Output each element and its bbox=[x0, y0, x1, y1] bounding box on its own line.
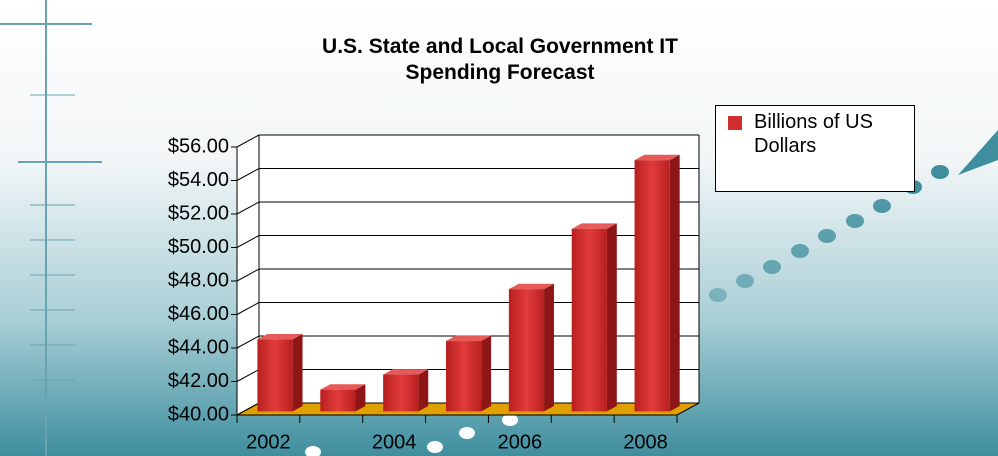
legend-label: Billions of US Dollars bbox=[754, 111, 873, 157]
bar-side bbox=[544, 283, 554, 412]
decoration-dots-light bbox=[305, 414, 518, 456]
chart-title: U.S. State and Local Government IT Spend… bbox=[322, 35, 678, 84]
x-tick-label: 2006 bbox=[498, 431, 543, 453]
y-tick-label: $42.00 bbox=[168, 370, 229, 392]
bar-side bbox=[418, 369, 429, 412]
legend: Billions of US Dollars bbox=[715, 105, 915, 192]
bar-top bbox=[571, 223, 617, 229]
y-tick-label: $56.00 bbox=[168, 135, 229, 157]
bar-top bbox=[634, 154, 680, 161]
bar-side bbox=[669, 154, 680, 412]
bar bbox=[446, 341, 482, 412]
bar-top bbox=[257, 333, 303, 340]
y-tick-label: $48.00 bbox=[168, 269, 229, 291]
bar bbox=[571, 228, 607, 412]
legend-swatch bbox=[728, 116, 742, 130]
bar-side bbox=[481, 335, 492, 412]
bar-side bbox=[606, 223, 617, 412]
bar bbox=[320, 389, 356, 412]
y-tick-label: $50.00 bbox=[168, 236, 229, 258]
y-tick-label: $44.00 bbox=[168, 336, 229, 358]
bar-side bbox=[292, 333, 303, 412]
bar-top bbox=[446, 335, 492, 342]
bar bbox=[508, 289, 545, 412]
y-tick-label: $52.00 bbox=[168, 202, 229, 224]
decoration-dots bbox=[709, 130, 998, 302]
bar bbox=[383, 374, 419, 412]
y-tick-label: $54.00 bbox=[168, 169, 229, 191]
x-tick-label: 2008 bbox=[623, 431, 668, 453]
bar-top bbox=[383, 369, 429, 375]
bar-top bbox=[320, 384, 366, 390]
bar bbox=[257, 339, 293, 412]
bar-top bbox=[508, 283, 554, 290]
y-tick-label: $40.00 bbox=[168, 403, 229, 425]
y-tick-label: $46.00 bbox=[168, 303, 229, 325]
x-tick-label: 2004 bbox=[372, 431, 417, 453]
x-tick-label: 2002 bbox=[246, 431, 291, 453]
bar bbox=[634, 160, 670, 412]
decoration bbox=[0, 0, 102, 456]
bar-side bbox=[355, 384, 366, 412]
